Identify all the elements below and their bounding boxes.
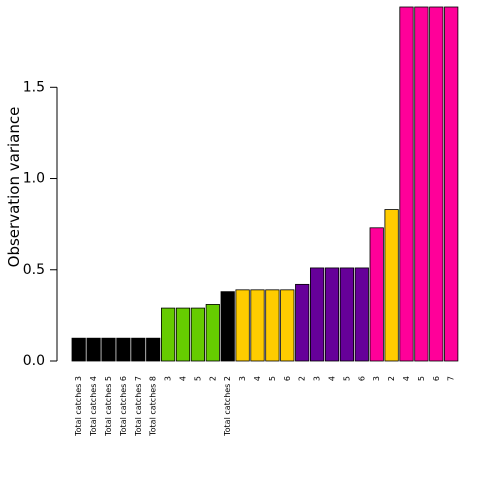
x-tick-label: Total catches 7 bbox=[134, 376, 143, 437]
bar bbox=[429, 6, 444, 362]
x-tick-label: 6 bbox=[283, 376, 292, 381]
x-tick-label: Total catches 2 bbox=[223, 376, 232, 437]
y-tick-label: 1.5 bbox=[23, 79, 45, 95]
y-tick-label: 1.0 bbox=[23, 171, 45, 187]
bar bbox=[265, 289, 280, 362]
x-tick-label: 2 bbox=[298, 376, 307, 381]
bar bbox=[250, 289, 265, 362]
x-tick-label: 5 bbox=[342, 376, 351, 381]
bar bbox=[309, 267, 325, 362]
x-tick-label: 4 bbox=[402, 376, 411, 381]
x-tick-label: 2 bbox=[208, 376, 217, 381]
x-tick-label: 7 bbox=[447, 376, 456, 381]
bar bbox=[175, 307, 191, 362]
bar bbox=[160, 307, 176, 362]
bar bbox=[235, 289, 250, 362]
bar bbox=[295, 283, 310, 362]
y-tick-label: 0.0 bbox=[23, 353, 45, 369]
bar bbox=[280, 289, 295, 362]
bar bbox=[86, 337, 101, 362]
x-tick-label: 5 bbox=[417, 376, 426, 381]
bar bbox=[220, 291, 235, 362]
x-tick-label: Total catches 3 bbox=[74, 376, 83, 437]
bar bbox=[399, 6, 414, 362]
bar bbox=[71, 337, 86, 362]
x-tick-label: 4 bbox=[253, 376, 262, 381]
x-tick-label: 6 bbox=[432, 376, 441, 381]
x-tick-label: Total catches 8 bbox=[149, 376, 158, 437]
bar bbox=[384, 209, 399, 362]
x-tick-label: 3 bbox=[238, 376, 247, 381]
bar bbox=[146, 337, 161, 362]
x-tick-label: 6 bbox=[357, 376, 366, 381]
x-tick-label: Total catches 5 bbox=[104, 376, 113, 437]
x-tick-label: 3 bbox=[313, 376, 322, 381]
y-axis-label: Observation variance bbox=[5, 107, 23, 268]
x-tick-label: 5 bbox=[268, 376, 277, 381]
x-tick-label: Total catches 6 bbox=[119, 376, 128, 437]
bar bbox=[190, 307, 205, 362]
x-tick-label: 2 bbox=[387, 376, 396, 381]
x-tick-label: 4 bbox=[328, 376, 337, 381]
y-tick-label: 0.5 bbox=[23, 262, 45, 278]
bar bbox=[101, 337, 116, 362]
x-tick-label: 5 bbox=[193, 376, 202, 381]
x-tick-label: 4 bbox=[179, 376, 188, 381]
bar bbox=[131, 337, 146, 362]
bar bbox=[205, 304, 220, 362]
bar bbox=[116, 337, 131, 362]
bar bbox=[369, 227, 384, 362]
bar bbox=[339, 267, 355, 362]
x-tick-label: Total catches 4 bbox=[89, 376, 98, 437]
bar bbox=[324, 267, 340, 362]
x-tick-label: 3 bbox=[372, 376, 381, 381]
bar bbox=[414, 6, 429, 362]
bar bbox=[444, 6, 459, 362]
x-tick-label: 3 bbox=[164, 376, 173, 381]
bar bbox=[354, 267, 369, 362]
